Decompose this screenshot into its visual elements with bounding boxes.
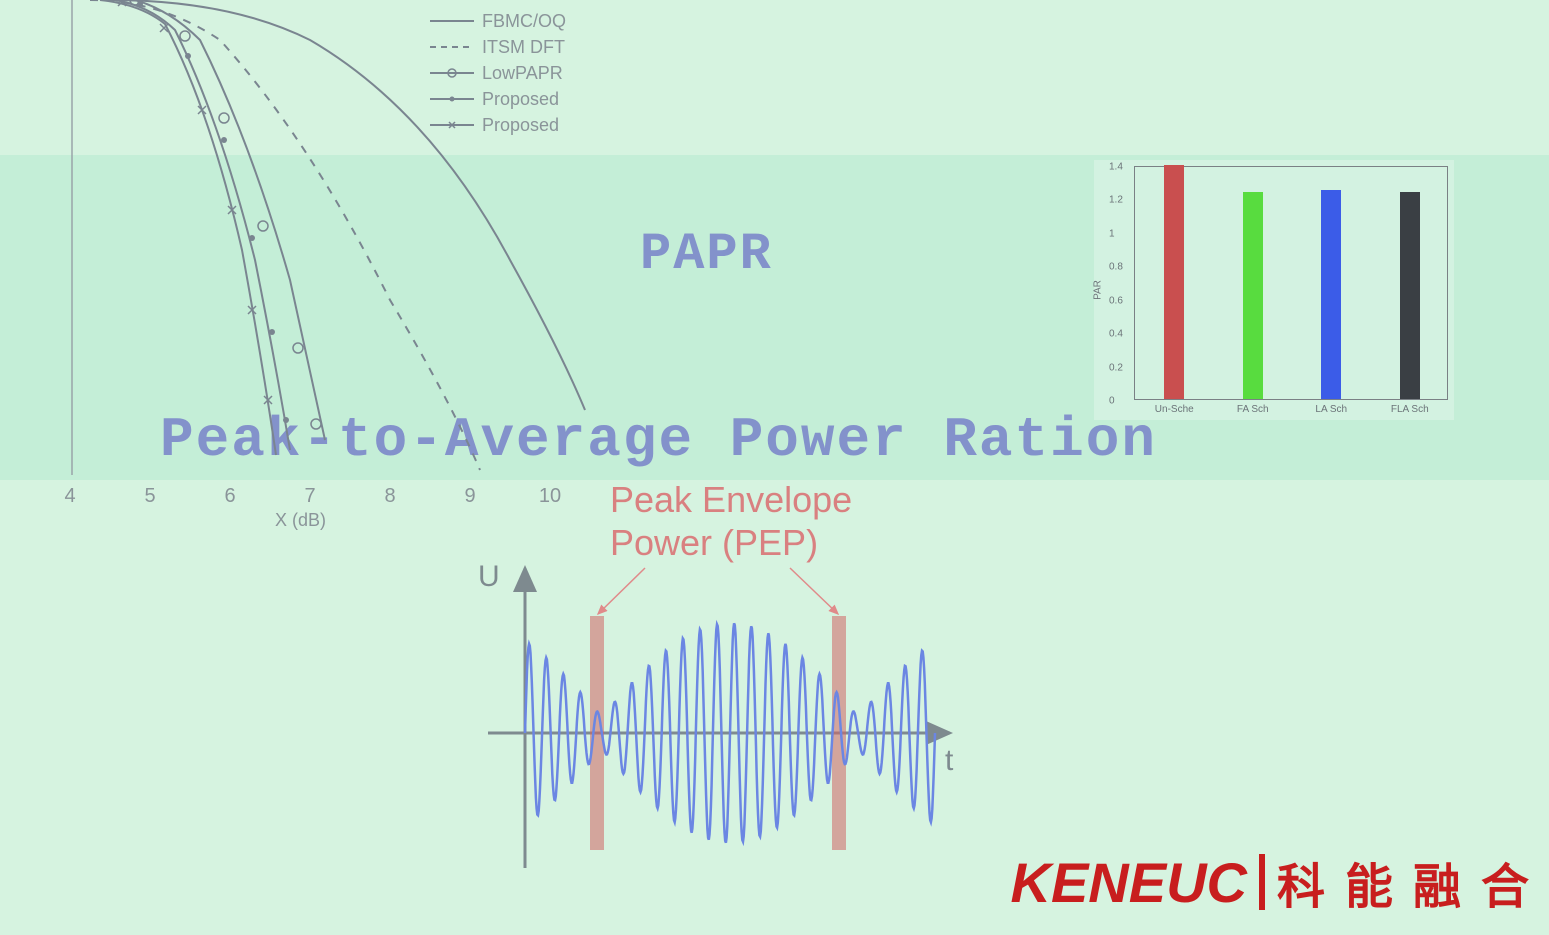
bar-ytick: 0.6 [1109,295,1123,306]
bar-category-label: FA Sch [1237,404,1269,415]
pep-arrow [790,568,838,614]
x-tick: 4 [64,485,75,508]
legend-label: Proposed [482,86,559,112]
curve-itsm [90,0,480,470]
papr-short-title: PAPR [640,225,773,284]
pep-title-line: Peak Envelope [610,479,852,520]
bar [1321,190,1341,399]
bar-ytick: 0 [1109,396,1115,407]
bar-ytick: 0.8 [1109,262,1123,273]
brand-logo: KENEUC 科能融合 [1011,847,1549,917]
logo-divider [1259,854,1265,910]
legend-item: FBMC/OQ [430,8,566,34]
curve-proposed-x [100,0,276,455]
bar [1243,192,1263,399]
bar-category-label: Un-Sche [1155,404,1194,415]
bar-ytick: 1.2 [1109,195,1123,206]
legend-label: FBMC/OQ [482,8,566,34]
par-bar-chart: PAR 00.20.40.60.811.21.4Un-ScheFA SchLA … [1094,160,1454,420]
bar-ytick: 1 [1109,228,1115,239]
logo-cn: 科能融合 [1277,847,1549,917]
pep-diagram: Peak Envelope Power (PEP) U t [470,478,970,878]
legend-label: Proposed [482,112,559,138]
bar-ytick: 1.4 [1109,162,1123,173]
legend-item: Proposed [430,112,566,138]
curve-proposed-dot [115,0,290,450]
bar [1400,192,1420,399]
x-axis-label: t [945,744,954,777]
bar-plot-area: 00.20.40.60.811.21.4Un-ScheFA SchLA SchF… [1134,166,1448,400]
bar-y-label: PAR [1092,280,1103,300]
legend-label: ITSM DFT [482,34,565,60]
bar-ytick: 0.2 [1109,362,1123,373]
legend-label: LowPAPR [482,60,563,86]
y-axis-label: U [478,560,500,593]
pep-title: Peak Envelope Power (PEP) [610,478,852,564]
pep-arrow [598,568,645,614]
bar-category-label: LA Sch [1315,404,1347,415]
peak-highlight [832,616,846,850]
bar-ytick: 0.4 [1109,329,1123,340]
pep-title-line: Power (PEP) [610,522,818,563]
legend-item: LowPAPR [430,60,566,86]
x-tick: 6 [224,485,235,508]
x-tick: 5 [144,485,155,508]
legend-item: ITSM DFT [430,34,566,60]
line-chart-legend: FBMC/OQ ITSM DFT LowPAPR Proposed Propos… [430,8,566,138]
bar [1164,165,1184,399]
curve-lowpapr [135,0,325,440]
legend-item: Proposed [430,86,566,112]
bar-category-label: FLA Sch [1391,404,1429,415]
x-axis-label: X (dB) [275,510,326,531]
x-tick: 8 [384,485,395,508]
x-tick: 7 [304,485,315,508]
logo-text: KENEUC [1011,850,1247,915]
